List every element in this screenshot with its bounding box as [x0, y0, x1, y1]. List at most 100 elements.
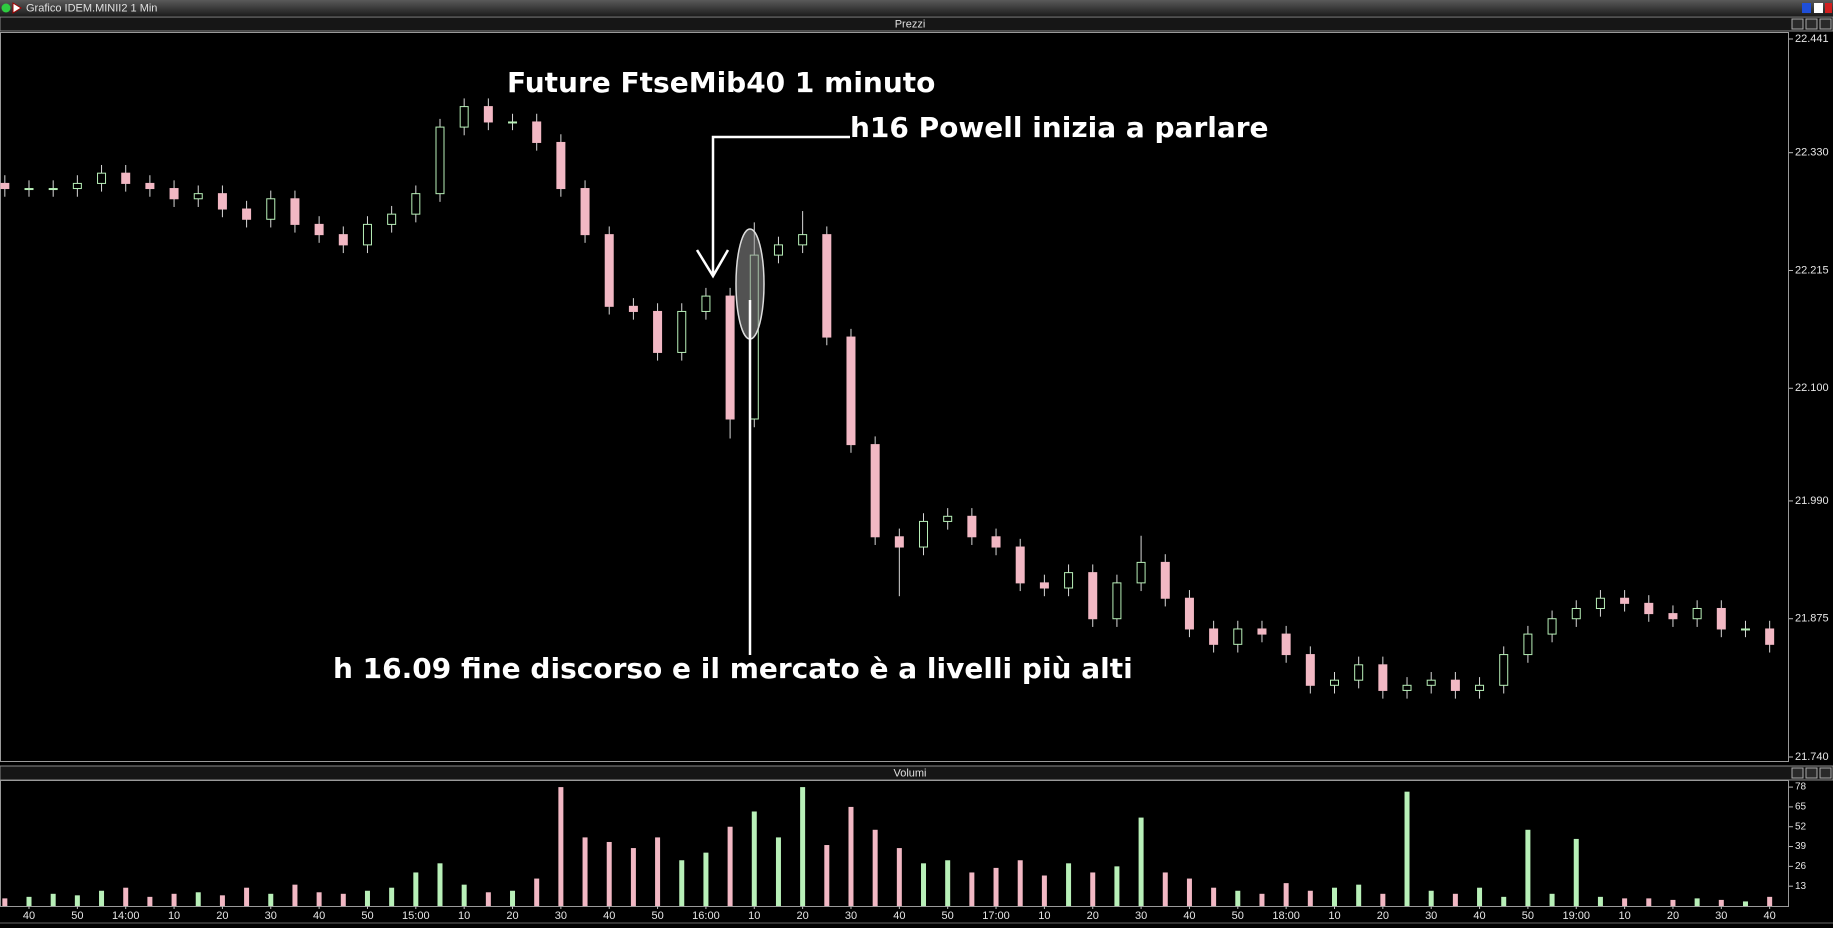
y-tick-label: 22.441	[1795, 33, 1829, 45]
candle-body	[1160, 561, 1170, 599]
x-tick-label: 10	[1618, 910, 1630, 922]
candle-body	[193, 193, 203, 200]
candle-body	[1064, 572, 1074, 589]
y-tick-label: 13	[1795, 881, 1807, 892]
candle-body	[1233, 628, 1243, 645]
volume-bar	[171, 893, 177, 906]
x-tick-label: 20	[797, 910, 809, 922]
volume-bar	[1017, 860, 1023, 906]
x-tick-label: 17:00	[982, 910, 1010, 922]
x-tick-label: 40	[1764, 910, 1776, 922]
candle-body	[822, 234, 832, 338]
y-tick-label: 78	[1795, 782, 1807, 793]
volume-bar	[1549, 893, 1555, 906]
x-tick-label: 50	[1522, 910, 1534, 922]
candle-body	[1329, 679, 1339, 686]
x-tick-label: 50	[71, 910, 83, 922]
volume-bar	[1283, 883, 1289, 906]
candle-body	[1450, 679, 1460, 691]
volume-bar	[1477, 887, 1483, 906]
volume-bar	[1622, 898, 1628, 906]
volume-bar	[389, 887, 395, 906]
volume-bar	[993, 867, 999, 906]
panel-button[interactable]	[1819, 767, 1832, 779]
volume-bar	[1356, 884, 1362, 906]
x-tick-label: 10	[748, 910, 760, 922]
candle-body	[1765, 628, 1775, 645]
x-tick-label: 50	[651, 910, 663, 922]
x-tick-label: 10	[1328, 910, 1340, 922]
window-button[interactable]	[1825, 3, 1832, 13]
volume-bar	[896, 848, 902, 906]
price-plot-frame	[0, 32, 1789, 762]
volume-bar	[969, 872, 975, 906]
candle-body	[266, 198, 276, 220]
x-tick-label: 40	[603, 910, 615, 922]
panel-button[interactable]	[1805, 767, 1818, 779]
candle-body	[677, 310, 687, 353]
candle-body	[773, 244, 783, 256]
panel-title: Prezzi	[895, 18, 926, 30]
panel-button[interactable]	[1819, 18, 1832, 30]
volume-bar	[848, 806, 854, 906]
candle-body	[1281, 633, 1291, 656]
panel-buttons	[1791, 767, 1832, 779]
volume-bar	[1331, 887, 1337, 906]
window-button[interactable]	[1802, 3, 1811, 13]
volume-bar	[1525, 829, 1531, 906]
candle-body	[1547, 618, 1557, 635]
volume-bar	[1380, 893, 1386, 906]
y-tick-label: 39	[1795, 841, 1807, 852]
x-tick-label: 20	[1667, 910, 1679, 922]
volume-bar	[1428, 890, 1434, 906]
candle-body	[97, 172, 107, 184]
volume-bar	[413, 872, 419, 906]
annotation: h16 Powell inizia a parlare	[850, 111, 1269, 144]
candle-body	[387, 213, 397, 225]
window-icon	[12, 2, 22, 14]
volume-bar	[558, 787, 564, 906]
candle-body	[1426, 679, 1436, 686]
annotation: Future FtseMib40 1 minuto	[507, 66, 935, 99]
volume-bar	[582, 837, 588, 906]
candle-body	[532, 121, 542, 143]
panel-button[interactable]	[1791, 18, 1804, 30]
candle-body	[1257, 628, 1267, 635]
volume-bar	[1718, 899, 1724, 906]
title-bar	[0, 0, 1833, 16]
volume-bar	[292, 884, 298, 906]
volume-bar	[461, 884, 467, 906]
volume-bar	[195, 892, 201, 906]
volume-bar	[1235, 890, 1241, 906]
volume-bar	[1259, 893, 1265, 906]
candle-body	[1136, 561, 1146, 584]
candle-body	[314, 223, 324, 236]
volume-bar	[775, 837, 781, 906]
candle-body	[1088, 572, 1098, 620]
y-tick-label: 21.990	[1795, 495, 1829, 507]
candle-body	[145, 182, 155, 190]
window-button[interactable]	[1814, 3, 1823, 13]
volume-bar	[1138, 817, 1144, 906]
panel-button[interactable]	[1805, 18, 1818, 30]
panel-buttons	[1791, 18, 1832, 30]
candle-body	[483, 106, 493, 123]
x-tick-label: 20	[1377, 910, 1389, 922]
volume-bar	[679, 860, 685, 906]
candle-body	[508, 121, 518, 124]
candle-body	[1402, 684, 1412, 691]
volume-bar	[268, 893, 274, 906]
x-tick-label: 10	[458, 910, 470, 922]
volume-bar	[99, 890, 105, 906]
x-tick-label: 30	[1715, 910, 1727, 922]
panel-button[interactable]	[1791, 767, 1804, 779]
y-tick-label: 21.875	[1795, 613, 1829, 625]
candle-body	[1499, 654, 1509, 686]
volume-bar	[364, 890, 370, 906]
candle-body	[919, 520, 929, 548]
candle-body	[1378, 664, 1388, 691]
candle-body	[725, 295, 735, 420]
volume-bar	[1307, 890, 1313, 906]
x-tick-label: 16:00	[692, 910, 720, 922]
candle-body	[653, 310, 663, 353]
